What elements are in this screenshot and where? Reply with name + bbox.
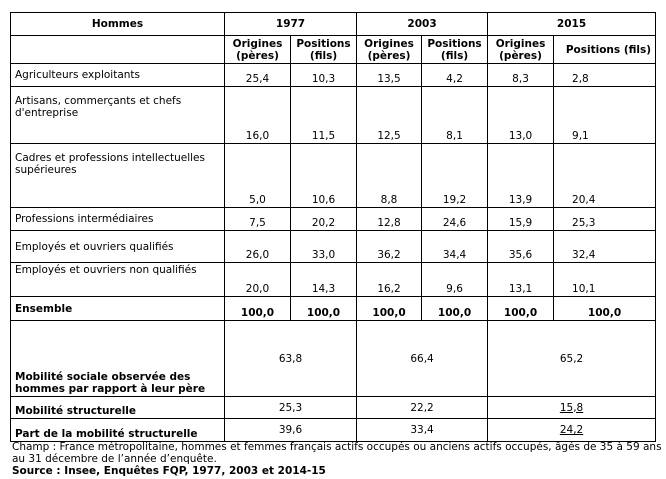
cell-value: 7,5 <box>224 207 291 231</box>
year-2015: 2015 <box>487 12 657 36</box>
cell-value: 35,6 <box>487 230 555 263</box>
cell-value: 16,2 <box>356 262 423 297</box>
cell-value: 100,0 <box>289 296 358 321</box>
cell-value: 12,5 <box>356 86 423 144</box>
summary-row: Mobilité sociale observée des hommes par… <box>10 320 657 397</box>
value-text: 22,2 <box>410 401 434 414</box>
summary-row: Mobilité structurelle 25,3 22,2 15,8 <box>10 396 657 419</box>
table-row: Employés et ouvriers non qualifiés 20,0 14… <box>10 262 657 297</box>
cell-value: 20,4 <box>553 143 657 208</box>
summary-value: 25,3 <box>223 396 358 419</box>
row-label: Cadres et professions intellectuelles su… <box>10 143 225 208</box>
value-text: 33,4 <box>410 424 434 436</box>
summary-value: 66,4 <box>356 320 489 397</box>
table-row: Ensemble 100,0 100,0 100,0 100,0 100,0 100,0 <box>10 296 657 321</box>
source-note: Source : Insee, Enquêtes FQP, 1977, 2003… <box>12 465 326 477</box>
summary-value: 33,4 <box>356 418 489 442</box>
table-row: Professions intermédiaires 7,5 20,2 12,8 24,… <box>10 207 657 231</box>
cell-value: 13,0 <box>487 86 555 144</box>
cell-value: 8,8 <box>356 143 423 208</box>
cell-value: 12,8 <box>356 207 423 231</box>
cell-value: 19,2 <box>421 143 489 208</box>
cell-value: 100,0 <box>487 296 555 321</box>
value-text: 39,6 <box>278 424 303 436</box>
value-text: 24,2 <box>559 424 584 436</box>
subheader: Origines (pères) <box>224 35 291 64</box>
cell-value: 34,4 <box>421 230 489 263</box>
cell-value: 14,3 <box>289 262 358 297</box>
cell-value: 24,6 <box>421 207 489 231</box>
subheader: Origines (pères) <box>487 35 555 64</box>
subheader: Positions (fils) <box>553 35 657 64</box>
cell-value: 25,4 <box>224 63 291 87</box>
row-label: Employés et ouvriers qualifiés <box>10 230 225 263</box>
row-label: Employés et ouvriers non qualifiés <box>10 262 225 297</box>
cell-value: 100,0 <box>421 296 489 321</box>
summary-value: 15,8 <box>487 396 657 419</box>
table-row: Employés et ouvriers qualifiés 26,0 33,0 36… <box>10 230 657 263</box>
cell-value: 100,0 <box>224 296 291 321</box>
cell-value: 20,0 <box>224 262 291 297</box>
champ-note: Champ : France métropolitaine, hommes et… <box>12 441 662 465</box>
value-text: 15,8 <box>559 401 584 414</box>
cell-value: 36,2 <box>356 230 423 263</box>
footer: Champ : France métropolitaine, hommes et… <box>12 441 662 477</box>
cell-value: 100,0 <box>356 296 423 321</box>
summary-value: 65,2 <box>487 320 657 397</box>
cell-value: 20,2 <box>289 207 358 231</box>
cell-value: 4,2 <box>421 63 489 87</box>
summary-value: 22,2 <box>356 396 489 419</box>
summary-row: Part de la mobilité structurelle 39,6 33,4… <box>10 418 657 442</box>
cell-value: 13,1 <box>487 262 555 297</box>
subheader: Positions (fils) <box>289 35 358 64</box>
value-text: 66,4 <box>410 352 434 365</box>
table-row: Agriculteurs exploitants 25,4 10,3 13,5 4,2 8… <box>10 63 657 87</box>
summary-value: 39,6 <box>223 418 358 442</box>
header-title: Hommes <box>10 12 225 36</box>
cell-value: 10,1 <box>553 262 657 297</box>
cell-value: 8,3 <box>487 63 555 87</box>
summary-value: 63,8 <box>223 320 358 397</box>
cell-value: 9,1 <box>553 86 657 144</box>
summary-label: Part de la mobilité structurelle <box>10 418 225 442</box>
cell-value: 26,0 <box>224 230 291 263</box>
cell-value: 100,0 <box>553 296 657 321</box>
summary-value: 24,2 <box>487 418 657 442</box>
summary-label: Mobilité sociale observée des hommes par… <box>10 320 225 397</box>
cell-value: 13,5 <box>356 63 423 87</box>
year-1977: 1977 <box>223 12 358 36</box>
cell-value: 16,0 <box>224 86 291 144</box>
cell-value: 32,4 <box>553 230 657 263</box>
year-2003: 2003 <box>356 12 489 36</box>
cell-value: 2,8 <box>553 63 657 87</box>
cell-value: 11,5 <box>289 86 358 144</box>
cell-value: 9,6 <box>421 262 489 297</box>
cell-value: 13,9 <box>487 143 555 208</box>
cell-value: 10,3 <box>289 63 358 87</box>
cell-value: 8,1 <box>421 86 489 144</box>
row-label: Artisans, commerçants et chefs d'entrepr… <box>10 86 225 144</box>
cell-value: 5,0 <box>224 143 291 208</box>
cell-value: 33,0 <box>289 230 358 263</box>
subheader: Positions (fils) <box>421 35 489 64</box>
cell-value: 15,9 <box>487 207 555 231</box>
row-label: Ensemble <box>10 296 225 321</box>
value-text: 25,3 <box>278 401 303 414</box>
cell-value: 25,3 <box>553 207 657 231</box>
subheader: Origines (pères) <box>356 35 423 64</box>
empty-cell <box>10 35 225 64</box>
value-text: 63,8 <box>278 352 303 365</box>
mobility-table: Hommes 1977 2003 2015 Origines (pères) P… <box>10 12 657 442</box>
summary-label: Mobilité structurelle <box>10 396 225 419</box>
cell-value: 10,6 <box>289 143 358 208</box>
row-label: Agriculteurs exploitants <box>10 63 225 87</box>
row-label: Professions intermédiaires <box>10 207 225 231</box>
table-row: Cadres et professions intellectuelles su… <box>10 143 657 208</box>
table-row: Artisans, commerçants et chefs d'entrepr… <box>10 86 657 144</box>
value-text: 65,2 <box>559 352 584 365</box>
